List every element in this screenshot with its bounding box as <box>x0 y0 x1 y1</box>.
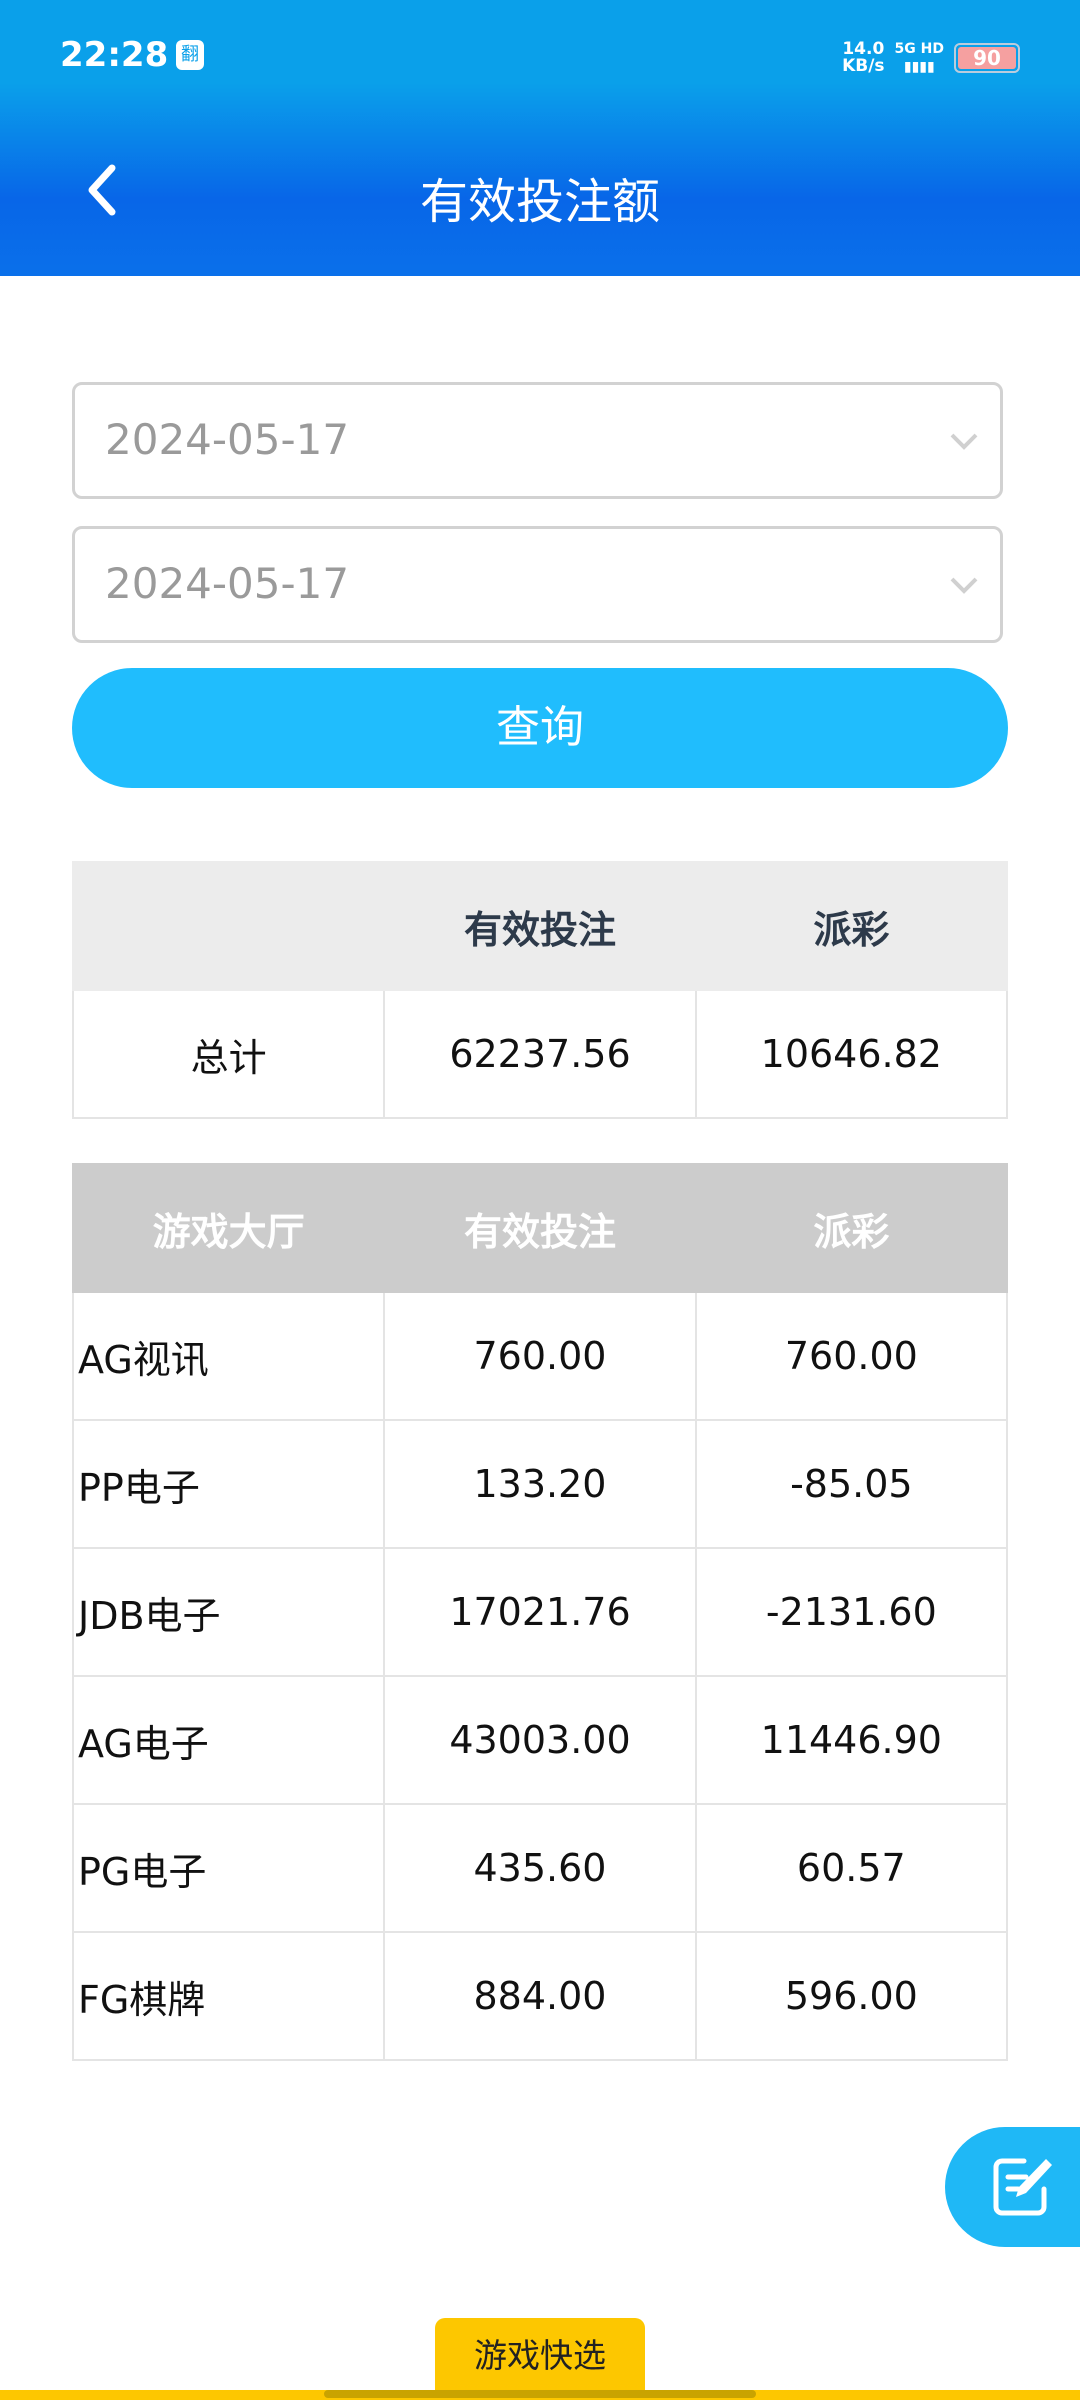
battery-level: 90 <box>958 47 1016 69</box>
hall-header-payout: 派彩 <box>694 1163 1009 1293</box>
end-date-value: 2024-05-17 <box>105 559 350 608</box>
table-row: PP电子 133.20 -85.05 <box>71 1419 1009 1549</box>
speed-unit: KB/s <box>842 56 885 76</box>
battery-icon: 90 <box>954 43 1020 73</box>
chevron-left-icon[interactable] <box>78 160 128 220</box>
gesture-nav-handle[interactable] <box>324 2390 756 2398</box>
hall-table: 游戏大厅 有效投注 派彩 AG视讯 760.00 760.00 PP电子 133.20… <box>71 1163 1009 2061</box>
summary-header-payout: 派彩 <box>694 861 1009 991</box>
page-title: 有效投注额 <box>419 174 660 230</box>
table-row: FG棋牌 884.00 596.00 <box>71 1931 1009 2061</box>
end-date-select[interactable]: 2024-05-17 <box>72 526 1003 643</box>
table-row: JDB电子 17021.76 -2131.60 <box>71 1547 1009 1677</box>
summary-header-row: 有效投注 派彩 <box>71 861 1009 991</box>
table-row: AG视讯 760.00 760.00 <box>71 1291 1009 1421</box>
total-label: 总计 <box>71 989 386 1119</box>
hall-name: FG棋牌 <box>71 1931 386 2061</box>
hall-payout: 60.57 <box>694 1803 1009 1933</box>
start-date-value: 2024-05-17 <box>105 415 350 464</box>
game-quick-select-tab[interactable]: 游戏快选 <box>435 2318 645 2398</box>
hall-valid-bet: 884.00 <box>383 1931 697 2061</box>
summary-header-empty <box>71 861 386 991</box>
hall-name: AG视讯 <box>71 1291 386 1421</box>
hall-payout: 596.00 <box>694 1931 1009 2061</box>
status-time: 22:28 <box>60 35 169 75</box>
network-speed: 14.0 KB/s <box>842 41 884 75</box>
edit-note-icon <box>993 2158 1052 2216</box>
notification-app-icon: 翻 <box>176 40 204 70</box>
hall-payout: -85.05 <box>694 1419 1009 1549</box>
hall-valid-bet: 43003.00 <box>383 1675 697 1805</box>
total-valid-bet: 62237.56 <box>383 989 697 1119</box>
speed-value: 14.0 <box>842 39 885 59</box>
hall-name: AG电子 <box>71 1675 386 1805</box>
table-row: PG电子 435.60 60.57 <box>71 1803 1009 1933</box>
table-row: AG电子 43003.00 11446.90 <box>71 1675 1009 1805</box>
hall-name: JDB电子 <box>71 1547 386 1677</box>
hall-payout: -2131.60 <box>694 1547 1009 1677</box>
query-button[interactable]: 查询 <box>72 668 1008 788</box>
status-indicators: 14.0 KB/s 5G HD ▮▮▮▮ 90 <box>842 40 1020 76</box>
total-payout: 10646.82 <box>694 989 1009 1119</box>
chevron-down-icon <box>950 433 978 450</box>
summary-header-valid-bet: 有效投注 <box>383 861 697 991</box>
chevron-down-icon <box>950 577 978 594</box>
summary-table: 有效投注 派彩 总计 62237.56 10646.82 <box>71 861 1009 1119</box>
signal-icon: 5G HD ▮▮▮▮ <box>894 41 944 75</box>
hall-name: PP电子 <box>71 1419 386 1549</box>
hall-valid-bet: 17021.76 <box>383 1547 697 1677</box>
hall-payout: 760.00 <box>694 1291 1009 1421</box>
app-header: 22:28 翻 14.0 KB/s 5G HD ▮▮▮▮ 90 有效投注额 <box>0 0 1080 276</box>
hall-valid-bet: 435.60 <box>383 1803 697 1933</box>
start-date-select[interactable]: 2024-05-17 <box>72 382 1003 499</box>
hall-payout: 11446.90 <box>694 1675 1009 1805</box>
summary-total-row: 总计 62237.56 10646.82 <box>71 989 1009 1119</box>
hall-header-valid-bet: 有效投注 <box>383 1163 697 1293</box>
hall-valid-bet: 133.20 <box>383 1419 697 1549</box>
hall-header-name: 游戏大厅 <box>71 1163 386 1293</box>
hall-valid-bet: 760.00 <box>383 1291 697 1421</box>
network-type: 5G HD <box>894 41 944 57</box>
hall-header-row: 游戏大厅 有效投注 派彩 <box>71 1163 1009 1293</box>
hall-name: PG电子 <box>71 1803 386 1933</box>
edit-fab-button[interactable] <box>945 2127 1080 2247</box>
